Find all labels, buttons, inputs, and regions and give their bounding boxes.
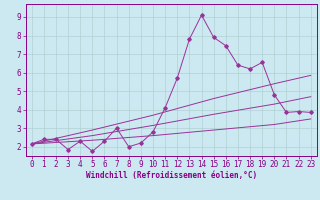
X-axis label: Windchill (Refroidissement éolien,°C): Windchill (Refroidissement éolien,°C)	[86, 171, 257, 180]
